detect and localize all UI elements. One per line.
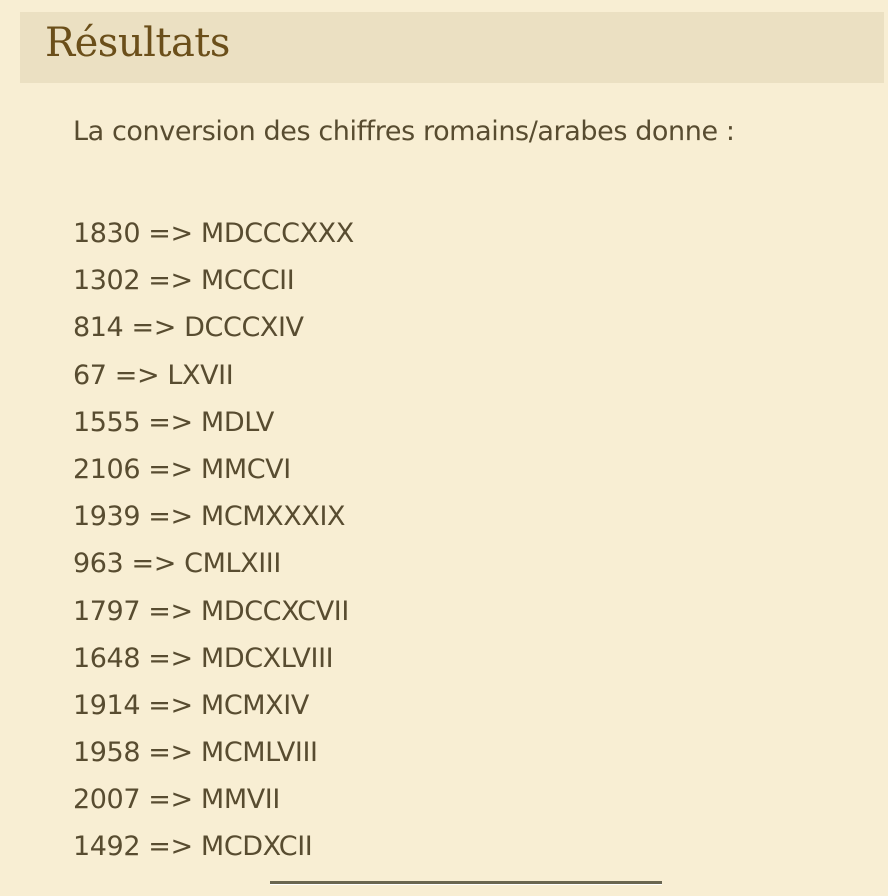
list-item: 2106 => MMCVI [73,453,291,485]
results-list: 1830 => MDCCCXXX 1302 => MCCCII 814 => D… [73,210,354,871]
list-item: 1914 => MCMXIV [73,689,309,721]
list-item: 814 => DCCCXIV [73,312,304,344]
list-item: 1302 => MCCCII [73,265,295,297]
page-title: Résultats [45,20,230,66]
list-item: 1939 => MCMXXXIX [73,501,346,533]
list-item: 1492 => MCDXCII [73,831,313,863]
list-item: 1555 => MDLV [73,406,274,438]
list-item: 1648 => MDCXLVIII [73,642,334,674]
divider [270,881,662,884]
list-item: 1958 => MCMLVIII [73,737,318,769]
list-item: 1830 => MDCCCXXX [73,218,354,249]
intro-text: La conversion des chiffres romains/arabe… [73,116,735,147]
list-item: 1797 => MDCCXCVII [73,595,349,627]
results-header: Résultats [20,12,884,83]
list-item: 67 => LXVII [73,359,234,391]
list-item: 963 => CMLXIII [73,548,281,580]
list-item: 2007 => MMVII [73,784,280,816]
